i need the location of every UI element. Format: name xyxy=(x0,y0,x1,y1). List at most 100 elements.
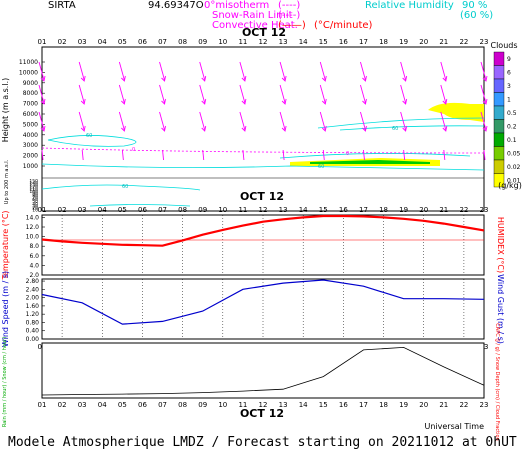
hour-tick-label: 18 xyxy=(379,38,388,46)
wind-arrow-head xyxy=(40,98,46,105)
capc-ylabel: CAPC (J / g) / Snow Depth (cm) / Cloud F… xyxy=(494,323,500,440)
hour-tick-label: 01 xyxy=(38,206,47,214)
hour-tick-label: 10 xyxy=(218,38,227,46)
hour-tick-label: 12 xyxy=(259,38,268,46)
hour-tick-label: 09 xyxy=(198,401,207,409)
hour-tick-label: 15 xyxy=(319,401,328,409)
wind-arrow xyxy=(38,61,45,81)
wind-arrow-head xyxy=(121,98,126,105)
hour-tick-label: 01 xyxy=(38,38,47,46)
height-tick-label-low: 80 xyxy=(32,193,38,199)
hour-tick-label: 08 xyxy=(178,38,187,46)
hour-tick-label: 16 xyxy=(339,38,348,46)
legend-snowrain-label: Snow-Rain Limit xyxy=(212,10,293,21)
wind-arrow-head xyxy=(201,75,207,82)
hour-tick-label: 10 xyxy=(218,206,227,214)
hour-tick-label: 11 xyxy=(238,206,247,214)
wind-arrow-low xyxy=(443,149,446,161)
wind-arrow-head xyxy=(121,125,126,132)
height-tick-label-low: 50 xyxy=(32,199,38,205)
height-tick-label: 7000 xyxy=(23,101,38,108)
wind-arrow xyxy=(400,61,407,81)
hour-tick-label: 13 xyxy=(279,38,288,46)
hour-tick-label: 12 xyxy=(259,206,268,214)
height-tick-label-low: 60 xyxy=(32,197,38,203)
hour-tick-label: 03 xyxy=(78,38,87,46)
temperature-y-ticks: 14.0 12.0 10.0 8.0 6.0 4.0 2.0 xyxy=(26,214,45,279)
hour-tick-label: 09 xyxy=(198,38,207,46)
wind-arrow xyxy=(279,111,286,131)
wind-arrow-head xyxy=(161,75,166,82)
rh-contour-60-c xyxy=(339,125,485,131)
wind-panel: 2.802.40 2.001.601.200.80 0.400.00 Wind Sp… xyxy=(1,271,505,347)
rh-contour-labels: 60 60 60 60 xyxy=(86,126,398,190)
hour-tick-label: 21 xyxy=(439,206,448,214)
y-tick-label: 0.40 xyxy=(26,328,40,335)
colorbar-cells: 9 6 3 1 0.5 0.2 0.1 0.05 0.02 0.01 xyxy=(493,51,521,188)
wind-arrow-low xyxy=(202,149,205,161)
rh-contour-90-a xyxy=(41,163,485,171)
y-tick-label: 2.40 xyxy=(26,286,40,293)
wind-arrow xyxy=(360,84,366,104)
wind-arrow xyxy=(440,61,447,81)
height-tick-label-low: 40 xyxy=(32,201,38,207)
height-tick-label-low: 100 xyxy=(29,189,38,195)
hour-tick-label: 21 xyxy=(439,401,448,409)
hour-tick-label: 22 xyxy=(459,38,468,46)
wind-arrow xyxy=(159,61,165,81)
colorbar-cell xyxy=(493,78,505,93)
hour-tick-label: 23 xyxy=(480,401,489,409)
wind-arrow xyxy=(118,61,125,81)
wind-arrow xyxy=(78,61,85,81)
rh-contour-label: 60 xyxy=(86,133,92,139)
legend-rh-label: Relative Humidity xyxy=(365,0,454,11)
rain-ylabel: Rain (mm / hour) / Snow (cm / hour) xyxy=(2,337,8,427)
wind-arrow-head xyxy=(321,75,327,82)
colorbar-tick-label: 3 xyxy=(507,83,511,90)
temperature-panel: 14.0 12.0 10.0 8.0 6.0 4.0 2.0 Temperature (°C… xyxy=(1,210,505,280)
top-hour-axis: 01 02 03 04 05 06 07 08 09 10 11 12 13 14 15 16 17 18 19 20… xyxy=(38,38,488,50)
y-tick-label: 14.0 xyxy=(26,214,40,221)
hour-tick-label: 22 xyxy=(459,206,468,214)
header: SIRTA 94.69347O 0°misotherm (----) Snow-… xyxy=(48,0,493,31)
hour-tick-label: 14 xyxy=(299,38,308,46)
hour-tick-label: 16 xyxy=(339,206,348,214)
universal-time-label: Universal Time xyxy=(424,422,484,431)
legend-isotherm-label: 0°misotherm xyxy=(204,0,269,11)
colorbar-cell xyxy=(493,65,505,80)
wind-arrow-head xyxy=(80,125,86,132)
wind-arrow-head xyxy=(241,75,247,82)
hour-tick-label: 07 xyxy=(158,206,167,214)
wind-arrow-head xyxy=(161,98,166,105)
date-label-mid: OCT 12 xyxy=(240,190,284,203)
wind-arrow xyxy=(38,84,45,104)
colorbar-tick-label: 0.05 xyxy=(507,150,521,157)
hour-tick-label: 13 xyxy=(279,401,288,409)
temperature-ylabel: Temperature (°C) xyxy=(1,210,10,280)
legend-isotherm-sample: (----) xyxy=(278,0,300,11)
wind-arrow xyxy=(199,111,206,131)
model-description: Modele Atmospherique LMDZ / Forecast sta… xyxy=(8,435,517,450)
colorbar-tick-label: 0.01 xyxy=(507,177,521,184)
station-name: SIRTA xyxy=(48,0,76,11)
legend-rh-level-1: 90 % xyxy=(462,0,487,11)
wind-arrow-head xyxy=(362,125,367,132)
height-tick-label-low: 150 xyxy=(29,179,38,185)
height-tick-label: 4000 xyxy=(23,132,38,139)
hour-tick-label: 11 xyxy=(238,38,247,46)
bottom-hour-axis: 01 02 03 04 05 06 07 08 09 10 11 12 13 14 15 16 17 18 19 20… xyxy=(38,401,489,409)
wind-arrow-head xyxy=(281,125,287,132)
wind-arrow-head xyxy=(201,125,207,132)
rh-contour-label: 60 xyxy=(392,126,398,132)
y-tick-label: 6.0 xyxy=(29,253,39,260)
height-tick-label: 5000 xyxy=(23,121,38,128)
y-tick-label: 2.80 xyxy=(26,278,40,285)
hour-tick-label: 18 xyxy=(379,206,388,214)
hour-tick-label: 18 xyxy=(379,401,388,409)
height-tick-label: 2000 xyxy=(23,153,38,160)
hour-tick-label: 14 xyxy=(299,206,308,214)
hour-tick-label: 04 xyxy=(98,401,107,409)
hour-tick-label: 19 xyxy=(399,38,408,46)
upper-air-ylabel: Height (m a.s.l.) xyxy=(1,78,10,143)
